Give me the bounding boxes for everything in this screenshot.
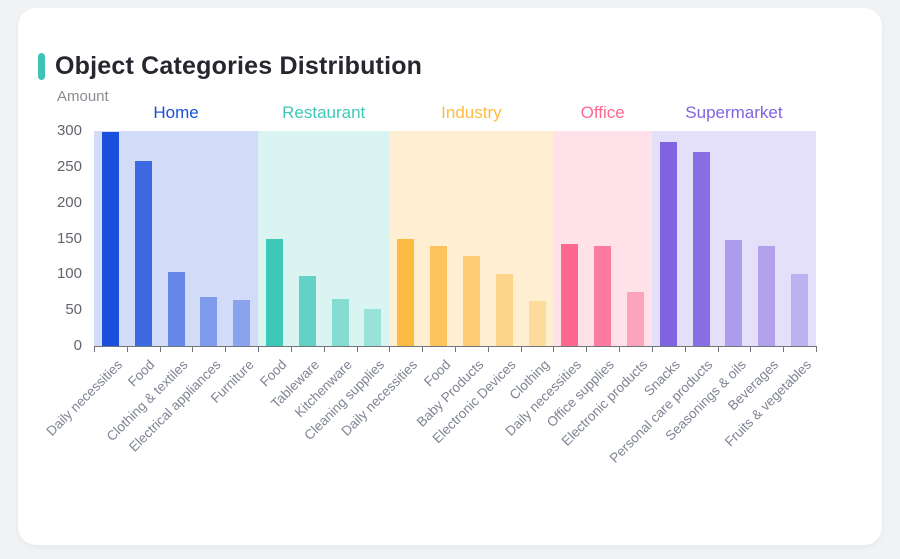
x-axis-tick bbox=[422, 347, 424, 352]
y-axis-tick-label: 300 bbox=[56, 122, 82, 139]
bar bbox=[725, 239, 743, 346]
x-axis-tick bbox=[258, 347, 260, 352]
bar bbox=[659, 142, 677, 346]
x-axis-tick bbox=[553, 347, 555, 352]
group-header-restaurant: Restaurant bbox=[282, 103, 366, 122]
x-axis-tick bbox=[323, 347, 325, 352]
y-axis-title: Amount bbox=[57, 88, 109, 105]
group-header-office: Office bbox=[580, 103, 625, 122]
x-axis-tick bbox=[520, 347, 522, 352]
bar bbox=[331, 299, 349, 346]
x-axis-tick bbox=[356, 347, 358, 352]
x-axis-tick bbox=[783, 347, 785, 352]
x-axis-tick bbox=[619, 347, 621, 352]
bar bbox=[561, 244, 579, 346]
bar bbox=[528, 300, 546, 346]
y-axis-tick-label: 250 bbox=[56, 157, 82, 175]
x-axis-tick bbox=[159, 347, 161, 352]
bar bbox=[298, 276, 316, 346]
bar bbox=[462, 255, 480, 346]
x-axis-tick bbox=[389, 347, 391, 352]
group-header-supermarket: Supermarket bbox=[685, 103, 783, 122]
bar bbox=[758, 245, 776, 346]
bar bbox=[364, 309, 382, 346]
x-axis-tick bbox=[455, 347, 456, 352]
x-axis-tick bbox=[750, 347, 752, 352]
bar bbox=[397, 238, 415, 346]
x-axis-tick bbox=[487, 347, 489, 352]
y-axis-tick-label: 200 bbox=[56, 193, 82, 211]
card: Object Categories Distribution Amount Ho… bbox=[18, 8, 882, 545]
bar bbox=[495, 274, 513, 346]
y-axis-tick-label: 100 bbox=[56, 265, 82, 283]
title-row: Object Categories Distribution bbox=[38, 52, 422, 81]
bar bbox=[791, 273, 809, 346]
group-header-industry: Industry bbox=[441, 103, 502, 122]
bar bbox=[266, 239, 283, 346]
bar-chart: Home Daily necessities Food Clothing & text… bbox=[43, 103, 817, 466]
x-axis-tick bbox=[717, 347, 719, 352]
title-accent-bar bbox=[38, 53, 45, 80]
x-axis-tick bbox=[586, 347, 588, 352]
y-axis-tick-label: 150 bbox=[56, 229, 82, 247]
x-axis-tick bbox=[816, 347, 817, 352]
bar bbox=[692, 151, 710, 346]
x-axis-tick bbox=[290, 347, 292, 352]
bar bbox=[101, 132, 119, 346]
x-axis-line bbox=[94, 346, 817, 347]
bar bbox=[233, 300, 251, 346]
y-axis-tick-label: 0 bbox=[73, 337, 82, 354]
x-axis-tick bbox=[225, 347, 227, 352]
y-axis-tick-label: 50 bbox=[65, 301, 82, 319]
bar bbox=[134, 161, 152, 346]
bar bbox=[594, 246, 612, 346]
x-axis-tick bbox=[651, 347, 653, 352]
x-axis-tick bbox=[126, 347, 128, 352]
bar bbox=[627, 292, 644, 346]
bar bbox=[200, 296, 218, 346]
page-title: Object Categories Distribution bbox=[55, 52, 423, 80]
x-axis-tick bbox=[94, 347, 95, 352]
bar bbox=[167, 272, 185, 346]
group-header-home: Home bbox=[153, 103, 199, 122]
x-axis-tick bbox=[684, 347, 686, 352]
bar bbox=[430, 246, 448, 346]
x-axis-tick bbox=[192, 347, 194, 352]
